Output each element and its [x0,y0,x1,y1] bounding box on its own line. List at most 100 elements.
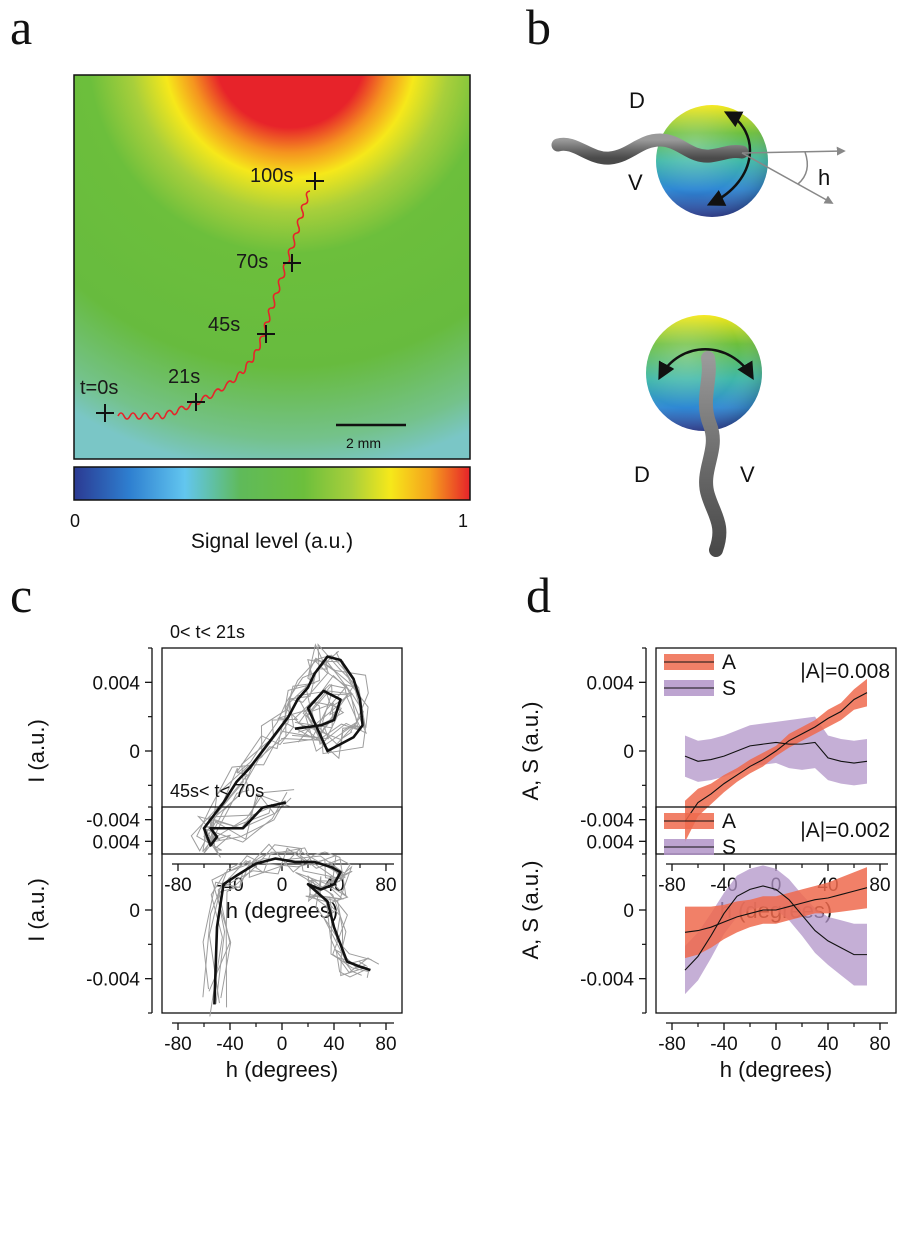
y-tick-label: 0.004 [92,673,140,694]
time-label-100: 100s [250,165,293,187]
line-A [684,887,868,933]
x-tick-label: 0 [277,875,288,896]
panel-letter-c: c [10,567,33,623]
heading-line-straight [741,146,846,156]
x-tick-label: 80 [375,875,396,896]
chart-title: 45s< t< 70s [170,781,264,801]
panel-letter-d: d [526,567,551,623]
rotation-arrow-bottom [658,348,754,381]
y-axis-label: I (a.u.) [24,878,49,942]
gray-trace [215,847,380,1004]
signal-field [74,75,470,459]
rotation-arrow-top [706,111,752,206]
x-tick-label: 80 [869,1034,890,1055]
colorbar-title: Signal level (a.u.) [191,530,353,553]
plot-frame [655,647,897,855]
y-tick-label: 0 [623,901,634,922]
x-tick-label: -80 [658,1034,685,1055]
gray-trace [202,657,368,842]
dorsal-label-top: D [629,88,645,113]
line-S [684,885,867,971]
heading-angle-arc [797,151,809,185]
x-axis-label: h (degrees) [226,1057,339,1082]
amplitude-annotation: |A|=0.002 [800,819,890,842]
colorbar-min-label: 0 [70,511,80,531]
signal-field-frame [73,74,471,460]
legend-label-A: A [722,651,736,674]
legend-label-S: S [722,836,736,859]
time-markers [96,172,324,422]
y-tick-label: -0.004 [86,970,140,991]
x-tick-label: -80 [658,875,685,896]
colorbar [73,466,471,501]
gray-trace [208,843,362,1004]
band-A [685,867,867,959]
y-tick-label: -0.004 [580,970,634,991]
x-tick-label: 0 [771,1034,782,1055]
gray-trace [209,847,372,1017]
y-axis-label: I (a.u.) [24,719,49,783]
y-tick-label: 0 [129,742,140,763]
legend-label-S: S [722,677,736,700]
x-tick-label: -80 [164,1034,191,1055]
mean-trace [202,655,364,847]
y-tick-label: 0 [623,742,634,763]
worm-bottom [698,351,727,557]
y-tick-label: -0.004 [86,811,140,832]
gray-trace [203,658,366,854]
time-marker-100 [306,172,324,190]
time-label-21: 21s [168,366,200,388]
colorbar-max-label: 1 [458,511,468,531]
chart-d-bottom: -80 -40 0 40 80 0.004 0 -0.004 h (degrees) A, S (… [518,806,897,1082]
gray-traces [190,643,369,858]
x-tick-label: 40 [817,1034,838,1055]
panel-letter-a: a [10,0,33,55]
y-tick-label: 0.004 [586,673,634,694]
x-tick-label: -40 [216,1034,243,1055]
amplitude-annotation: |A|=0.008 [800,660,890,683]
legend-label-A: A [722,810,736,833]
heading-label-h: h [818,165,830,190]
ventral-label-bottom: V [740,462,755,487]
x-tick-label: 40 [323,1034,344,1055]
plot-frame [161,647,403,855]
x-axis-label: h (degrees) [720,1057,833,1082]
time-label-0: t=0s [80,377,118,399]
x-tick-label: -40 [710,1034,737,1055]
gray-trace [202,643,363,853]
panel-letter-b: b [526,0,551,55]
y-tick-label: 0.004 [92,832,140,853]
gray-trace [190,650,369,852]
gray-trace [202,855,370,990]
time-marker-45 [257,325,275,343]
scale-bar-label: 2 mm [346,435,381,451]
x-axis-label: h (degrees) [226,898,339,923]
chart-c-bottom: -80 -40 0 40 80 0.004 0 -0.004 h (degrees) I (a.u… [24,781,403,1082]
y-tick-label: 0 [129,901,140,922]
y-tick-label: 0.004 [586,832,634,853]
ventral-label-top: V [628,170,643,195]
time-label-45: 45s [208,314,240,336]
gray-trace [208,851,365,992]
time-marker-0 [96,404,114,422]
chart-title: 0< t< 21s [170,622,245,642]
band-A [685,678,867,842]
gray-traces [202,843,380,1017]
y-tick-label: -0.004 [580,811,634,832]
worm-trajectory [117,190,311,420]
band-S [685,865,867,995]
dorsal-label-bottom: D [634,462,650,487]
gray-trace [208,654,366,850]
y-axis-label: A, S (a.u.) [518,860,543,959]
time-label-70: 70s [236,251,268,273]
line-A [684,692,868,822]
heading-line-angled [741,152,834,204]
x-tick-label: -80 [164,875,191,896]
mean-trace [213,857,371,1005]
time-marker-21 [187,393,205,411]
plot-frame [655,806,897,1014]
